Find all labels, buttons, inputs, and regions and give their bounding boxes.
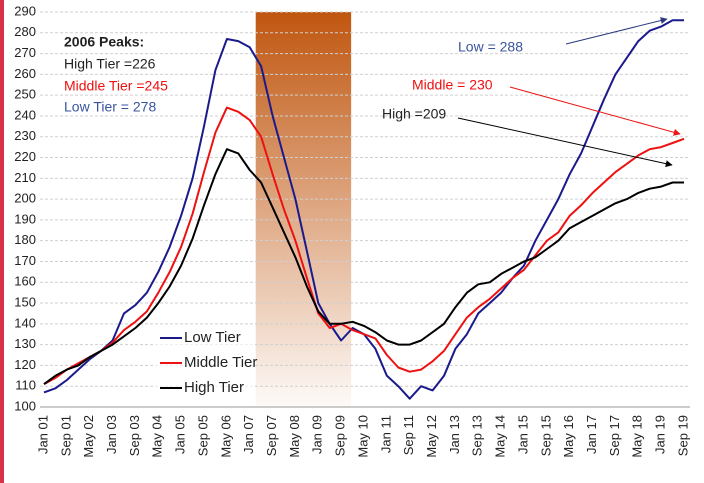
y-tick-label: 130: [14, 336, 36, 351]
annotation: Middle Tier =245: [64, 78, 168, 94]
x-tick-label: May 06: [218, 415, 233, 458]
x-tick-label: Jan 15: [515, 415, 530, 454]
x-tick-label: Jan 03: [104, 415, 119, 454]
y-tick-label: 270: [14, 45, 36, 60]
x-tick-label: May 02: [81, 415, 96, 458]
series-line: [43, 148, 684, 385]
y-tick-label: 260: [14, 66, 36, 81]
annotation: High Tier =226: [64, 56, 156, 72]
y-tick-label: 230: [14, 128, 36, 143]
arrow: [509, 86, 681, 136]
x-tick-label: Sep 05: [195, 415, 210, 456]
x-tick-label: Sep 01: [58, 415, 73, 456]
x-tick-label: Jan 11: [378, 415, 393, 453]
legend-label: High Tier: [184, 379, 244, 396]
y-tick-label: 210: [14, 170, 36, 185]
y-tick-label: 170: [14, 253, 36, 268]
y-tick-label: 280: [14, 24, 36, 39]
y-tick-label: 180: [14, 232, 36, 247]
x-tick-label: May 14: [493, 415, 508, 458]
y-tick-label: 140: [14, 315, 36, 330]
annotation: Low Tier = 278: [64, 99, 156, 115]
y-tick-label: 110: [15, 378, 36, 393]
y-tick-label: 200: [14, 191, 36, 206]
y-tick-label: 220: [14, 149, 36, 164]
x-tick-label: Jan 07: [241, 415, 256, 454]
x-tick-label: Jan 01: [35, 415, 50, 454]
x-tick-label: Sep 13: [470, 415, 485, 456]
series-line: [43, 106, 685, 385]
annotation: Low = 288: [458, 39, 523, 55]
x-tick-label: May 08: [287, 415, 302, 458]
x-tick-label: May 04: [150, 415, 165, 458]
x-tick-label: Jan 19: [653, 415, 668, 454]
arrow: [565, 17, 668, 45]
y-tick-label: 120: [14, 357, 36, 372]
legend-label: Middle Tier: [184, 354, 257, 371]
x-tick-label: Sep 07: [264, 415, 279, 456]
x-tick-label: Sep 03: [127, 415, 142, 456]
x-tick-label: Jan 09: [310, 415, 325, 454]
left-border: [0, 0, 4, 483]
y-tick-label: 290: [14, 3, 36, 18]
x-tick-label: May 18: [630, 415, 645, 458]
y-tick-label: 190: [14, 211, 36, 226]
y-tick-label: 150: [14, 294, 36, 309]
x-tick-label: Jan 05: [173, 415, 188, 454]
x-tick-label: Jan 17: [584, 415, 599, 454]
x-tick-label: May 12: [424, 415, 439, 458]
x-tick-label: Sep 09: [333, 415, 348, 456]
y-tick-label: 250: [14, 87, 36, 102]
x-tick-label: Sep 15: [538, 415, 553, 456]
x-tick-label: May 16: [561, 415, 576, 458]
shaded-period: [255, 12, 352, 407]
y-tick-label: 100: [14, 398, 36, 413]
y-tick-label: 240: [14, 107, 36, 122]
x-tick-label: Sep 11: [401, 415, 416, 455]
legend-label: Low Tier: [184, 329, 241, 346]
x-tick-label: May 10: [355, 415, 370, 458]
x-tick-label: Sep 17: [607, 415, 622, 456]
annotation: Middle = 230: [412, 77, 493, 93]
annotation: High =209: [382, 106, 446, 122]
y-tick-label: 160: [14, 274, 36, 289]
arrow: [457, 117, 673, 168]
x-tick-label: Jan 13: [447, 415, 462, 454]
x-tick-label: Sep 19: [675, 415, 690, 456]
annotation: 2006 Peaks:: [64, 34, 144, 50]
